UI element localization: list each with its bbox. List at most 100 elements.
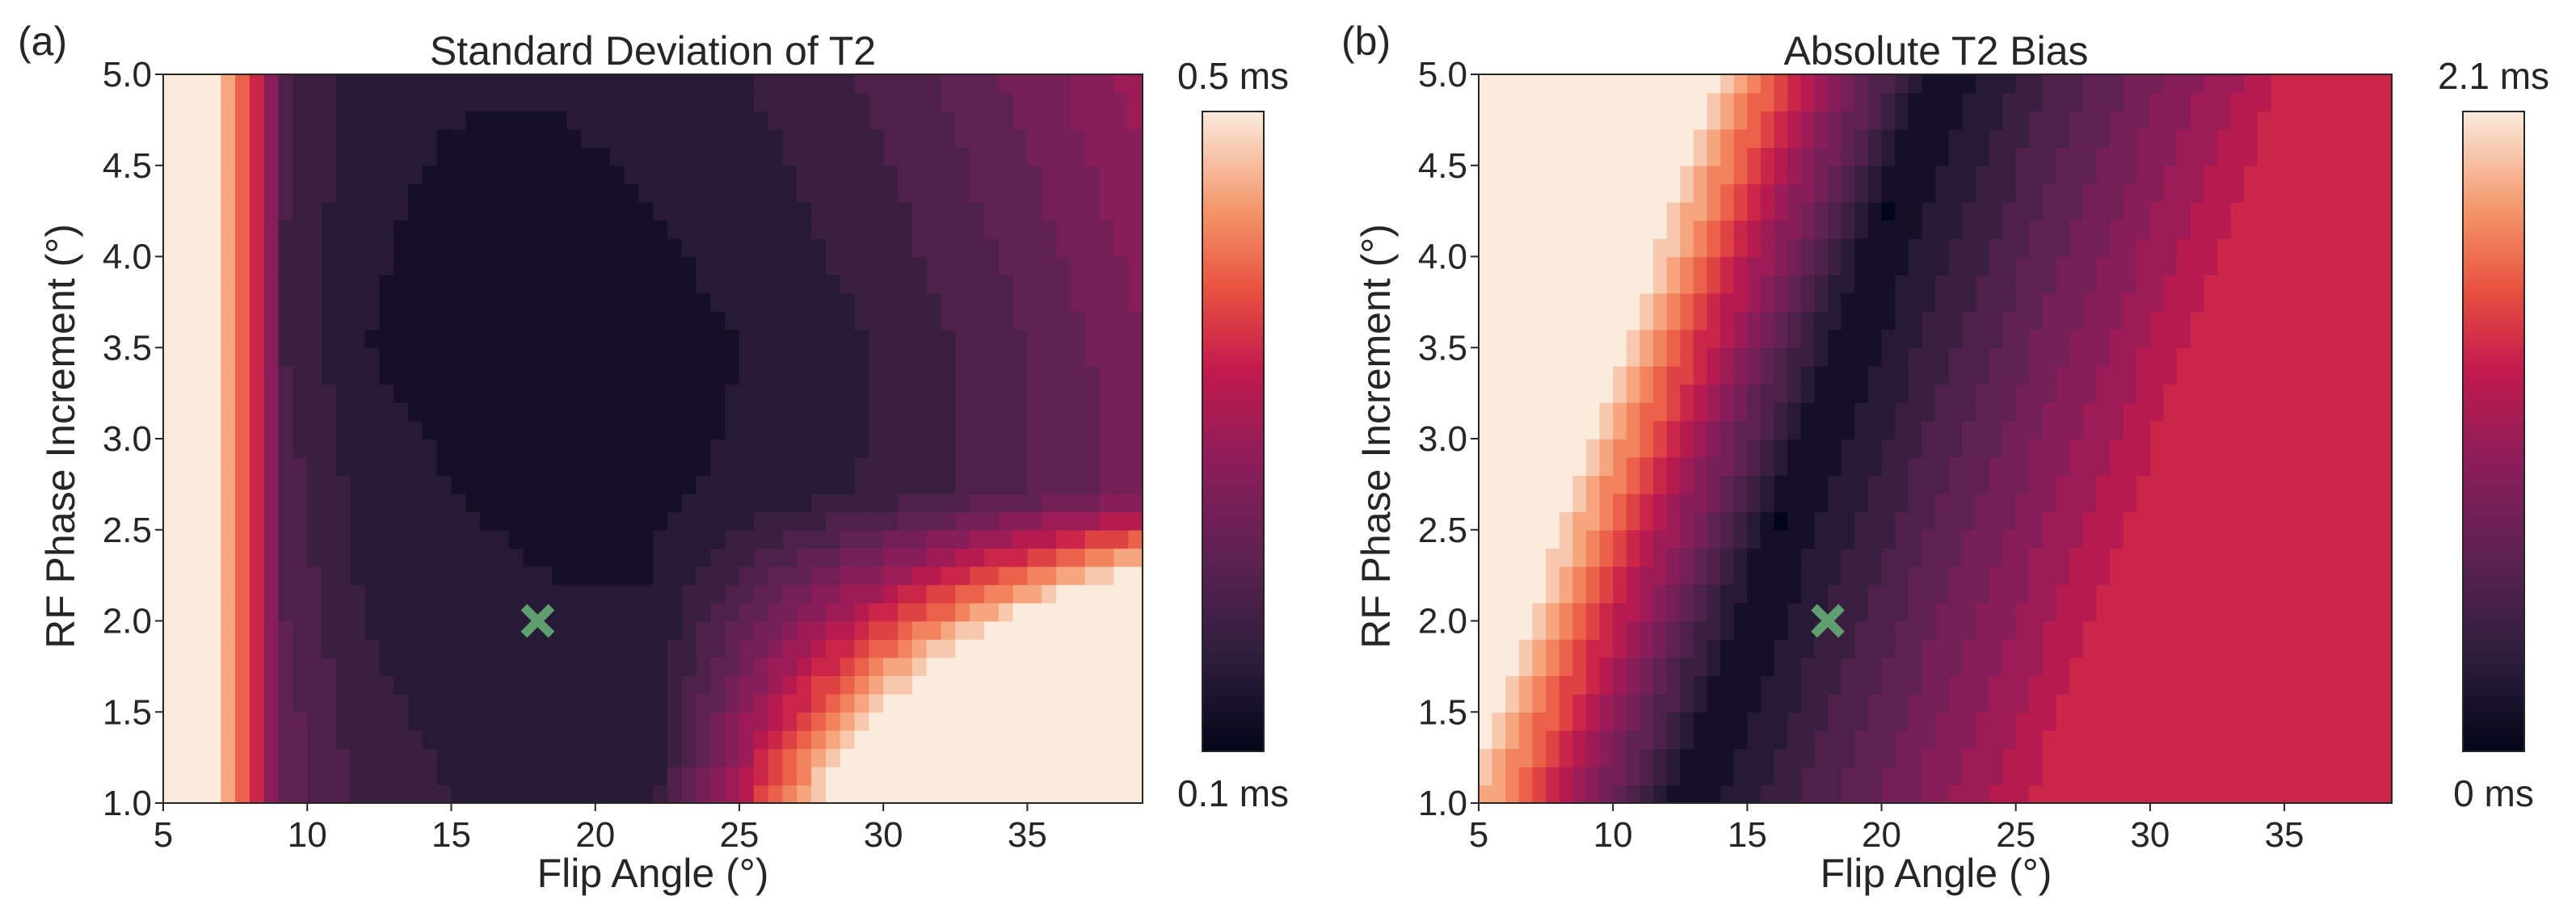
- heatmap-cell: [1027, 329, 1043, 349]
- heatmap-cell: [854, 420, 870, 439]
- heatmap-cell: [422, 128, 438, 148]
- panel-a-x-ticks: 5 10 15 20 25 30 35: [154, 803, 1047, 855]
- heatmap-cell: [970, 784, 985, 804]
- heatmap-cell: [307, 329, 322, 349]
- heatmap-cell: [2216, 420, 2232, 439]
- heatmap-cell: [335, 456, 351, 476]
- heatmap-cell: [293, 456, 309, 476]
- heatmap-cell: [335, 529, 351, 549]
- heatmap-cell: [1895, 111, 1909, 130]
- heatmap-cell: [1948, 566, 1964, 586]
- heatmap-cell: [465, 201, 481, 221]
- heatmap-cell: [1854, 566, 1869, 586]
- heatmap-cell: [2190, 529, 2205, 549]
- heatmap-cell: [552, 347, 567, 367]
- heatmap-cell: [1908, 275, 1923, 294]
- heatmap-cell: [2110, 511, 2124, 531]
- heatmap-cell: [1599, 384, 1614, 403]
- heatmap-cell: [983, 566, 1000, 586]
- heatmap-cell: [394, 548, 409, 567]
- heatmap-cell: [2096, 657, 2111, 676]
- heatmap-cell: [263, 639, 280, 658]
- heatmap-cell: [1099, 311, 1115, 330]
- heatmap-cell: [595, 766, 611, 786]
- heatmap-cell: [480, 420, 495, 439]
- heatmap-cell: [998, 201, 1014, 221]
- heatmap-cell: [1113, 201, 1129, 221]
- heatmap-cell: [782, 220, 798, 239]
- heatmap-cell: [1921, 111, 1936, 130]
- heatmap-cell: [1666, 602, 1682, 622]
- heatmap-cell: [350, 475, 366, 494]
- heatmap-cell: [926, 329, 942, 349]
- heatmap-cell: [624, 74, 639, 94]
- heatmap-cell: [249, 183, 265, 203]
- heatmap-cell: [1653, 74, 1668, 94]
- heatmap-cell: [1962, 201, 1976, 221]
- heatmap-cell: [163, 183, 179, 203]
- heatmap-cell: [1828, 384, 1842, 403]
- heatmap-cell: [609, 183, 625, 203]
- heatmap-cell: [710, 657, 726, 676]
- heatmap-cell: [1733, 92, 1749, 111]
- heatmap-cell: [2136, 201, 2151, 221]
- heatmap-cell: [1599, 584, 1614, 603]
- heatmap-cell: [638, 238, 654, 258]
- heatmap-cell: [609, 402, 625, 422]
- heatmap-cell: [278, 456, 294, 476]
- heatmap-cell: [1962, 475, 1976, 494]
- heatmap-cell: [970, 183, 985, 203]
- heatmap-cell: [869, 220, 884, 239]
- heatmap-cell: [1505, 147, 1520, 166]
- heatmap-cell: [1733, 475, 1749, 494]
- heatmap-cell: [1935, 128, 1950, 148]
- heatmap-cell: [206, 456, 222, 476]
- heatmap-cell: [1027, 712, 1043, 731]
- heatmap-cell: [364, 730, 381, 750]
- heatmap-cell: [825, 311, 841, 330]
- heatmap-cell: [1666, 147, 1682, 166]
- heatmap-cell: [2190, 92, 2205, 111]
- heatmap-cell: [1099, 329, 1115, 349]
- heatmap-cell: [235, 620, 250, 640]
- heatmap-cell: [624, 712, 639, 731]
- heatmap-cell: [1948, 529, 1964, 549]
- heatmap-cell: [998, 493, 1014, 512]
- heatmap-cell: [1800, 147, 1816, 166]
- heatmap-cell: [379, 439, 394, 458]
- heatmap-cell: [1693, 730, 1708, 750]
- heatmap-cell: [1056, 329, 1071, 349]
- heatmap-cell: [797, 420, 812, 439]
- heatmap-cell: [566, 92, 582, 111]
- heatmap-cell: [1841, 657, 1856, 676]
- heatmap-cell: [1693, 548, 1708, 567]
- heatmap-cell: [2190, 347, 2205, 367]
- heatmap-cell: [696, 730, 712, 750]
- heatmap-cell: [177, 748, 193, 768]
- heatmap-cell: [1760, 639, 1775, 658]
- heatmap-cell: [192, 384, 208, 403]
- heatmap-cell: [2216, 566, 2232, 586]
- heatmap-cell: [2177, 220, 2191, 239]
- heatmap-cell: [595, 730, 611, 750]
- heatmap-cell: [710, 493, 726, 512]
- heatmap-cell: [394, 620, 409, 640]
- heatmap-cell: [580, 165, 596, 185]
- heatmap-cell: [1975, 712, 1990, 731]
- heatmap-cell: [2082, 493, 2098, 512]
- heatmap-cell: [1518, 748, 1534, 768]
- heatmap-cell: [638, 201, 654, 221]
- heatmap-cell: [1505, 111, 1520, 130]
- heatmap-cell: [811, 493, 827, 512]
- heatmap-cell: [1585, 329, 1601, 349]
- heatmap-cell: [2203, 620, 2218, 640]
- heatmap-cell: [249, 566, 265, 586]
- heatmap-cell: [1546, 748, 1560, 768]
- heatmap-cell: [580, 183, 596, 203]
- x-tick-label: 30: [864, 815, 903, 855]
- heatmap-cell: [465, 92, 481, 111]
- heatmap-cell: [1895, 311, 1909, 330]
- heatmap-cell: [811, 402, 827, 422]
- heatmap-cell: [1787, 529, 1802, 549]
- heatmap-cell: [2029, 311, 2044, 330]
